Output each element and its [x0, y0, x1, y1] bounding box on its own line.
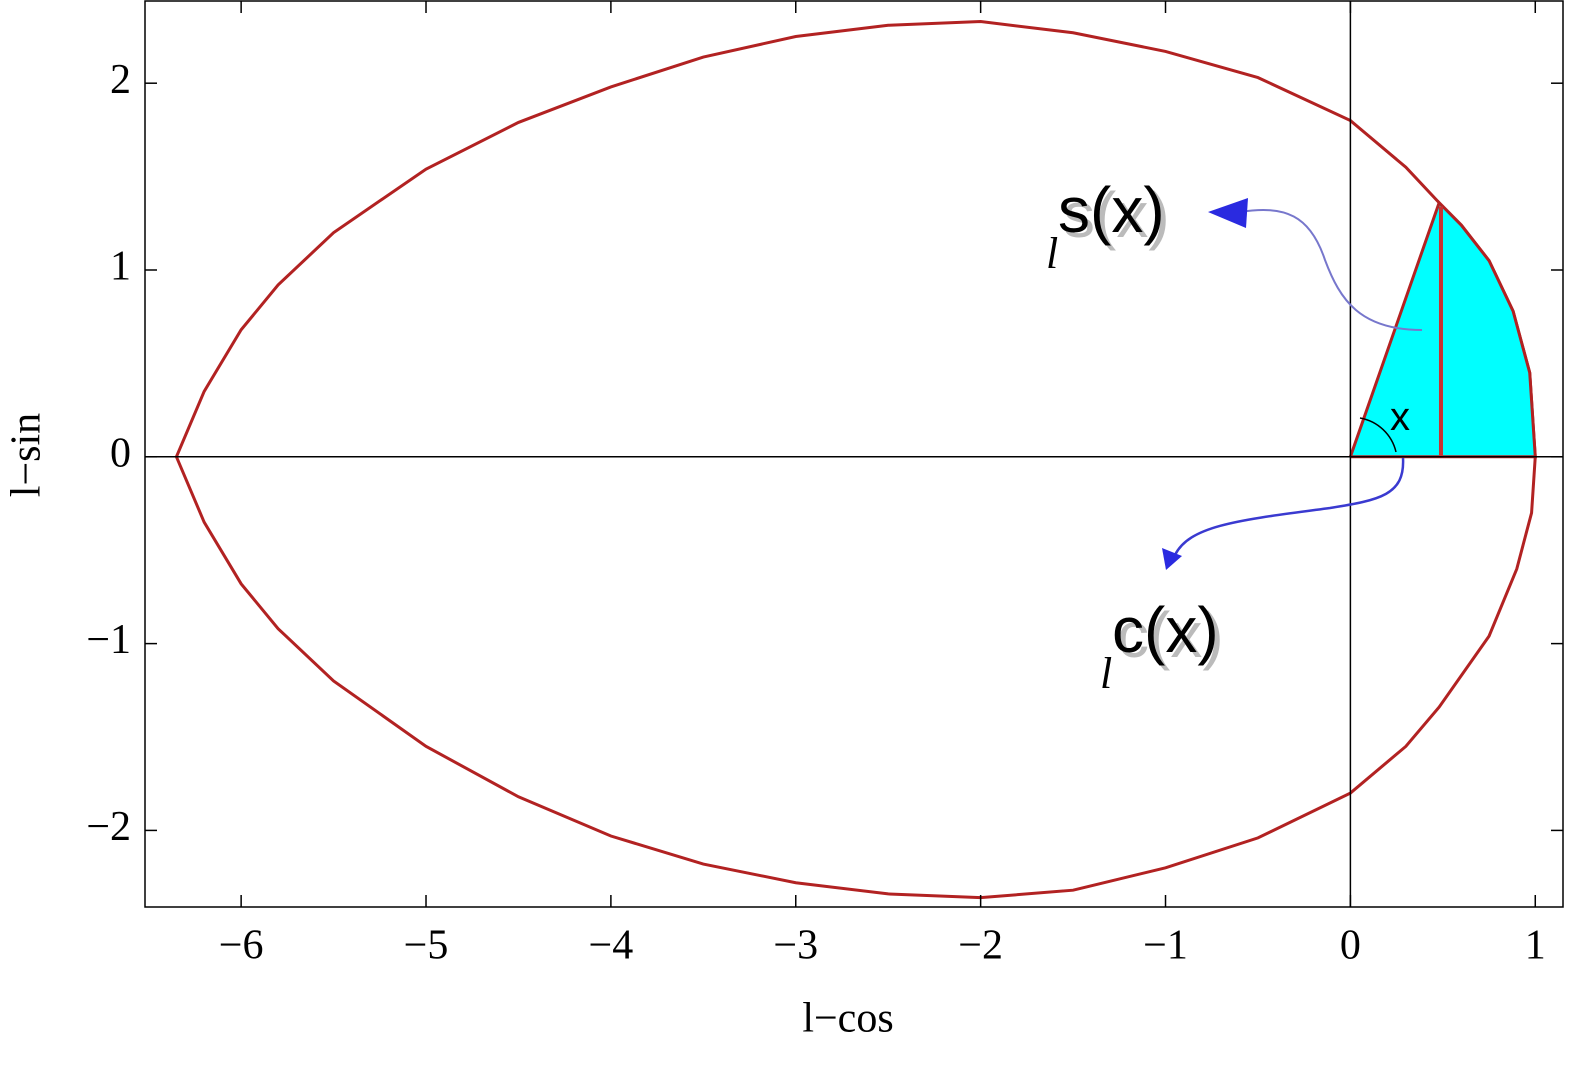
y-tick-label: −1: [86, 617, 131, 663]
frame: [144, 0, 1564, 908]
y-axis-label: l−sin: [4, 413, 50, 497]
annotation-shadow: s(x): [1063, 179, 1170, 251]
x-tick-label: 1: [1525, 923, 1546, 969]
x-tick-label: −5: [404, 923, 449, 969]
y-tick-label: 2: [110, 57, 131, 103]
x-tick-label: −3: [773, 923, 818, 969]
x-tick-label: −4: [589, 923, 634, 969]
y-tick-label: 1: [110, 244, 131, 290]
arrows: [1162, 198, 1423, 570]
annotation: c(x): [1112, 594, 1219, 666]
arrow-c: [1173, 457, 1405, 556]
y-tick-label: 0: [110, 430, 131, 476]
plot-area: [145, 1, 1563, 907]
annotation-subscript: l: [1100, 649, 1112, 698]
annotation-subscript: l: [1046, 229, 1058, 278]
annotation: s(x): [1058, 174, 1165, 246]
angle-label: x: [1390, 395, 1410, 439]
angle-arc: [1359, 417, 1397, 453]
x-tick-label: −2: [958, 923, 1003, 969]
x-axis-label: l−cos: [802, 996, 893, 1042]
y-tick-label: −2: [86, 804, 131, 850]
annotation-shadow: c(x): [1117, 599, 1224, 671]
x-tick-label: 0: [1340, 923, 1361, 969]
arrow-head: [1162, 548, 1182, 570]
arrow-s: [1239, 208, 1423, 331]
curve: [174, 20, 1537, 900]
x-tick-label: −1: [1143, 923, 1188, 969]
arrow-head: [1208, 198, 1248, 228]
x-tick-label: −6: [219, 923, 264, 969]
